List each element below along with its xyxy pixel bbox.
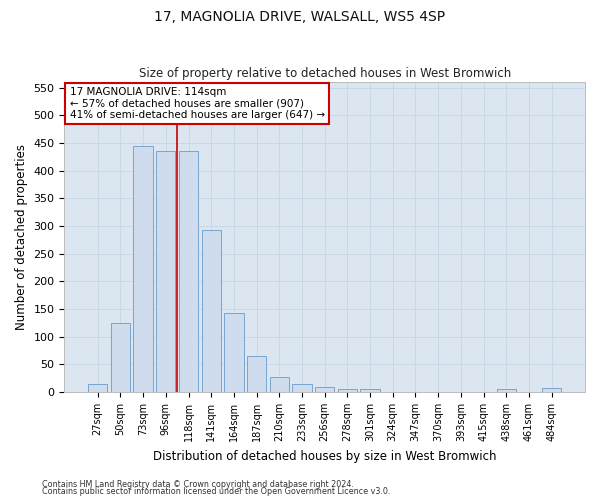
Text: 17, MAGNOLIA DRIVE, WALSALL, WS5 4SP: 17, MAGNOLIA DRIVE, WALSALL, WS5 4SP (154, 10, 446, 24)
Bar (338, 388, 357, 392)
Bar (111, 323, 130, 392)
Text: Contains public sector information licensed under the Open Government Licence v3: Contains public sector information licen… (42, 488, 391, 496)
Text: Contains HM Land Registry data © Crown copyright and database right 2024.: Contains HM Land Registry data © Crown c… (42, 480, 354, 489)
Bar (88, 384, 107, 392)
Bar (542, 388, 562, 392)
Bar (292, 384, 311, 392)
Bar (179, 152, 198, 392)
Text: 17 MAGNOLIA DRIVE: 114sqm
← 57% of detached houses are smaller (907)
41% of semi: 17 MAGNOLIA DRIVE: 114sqm ← 57% of detac… (70, 86, 325, 120)
X-axis label: Distribution of detached houses by size in West Bromwich: Distribution of detached houses by size … (153, 450, 496, 462)
Bar (224, 313, 244, 392)
Bar (361, 390, 380, 392)
Bar (202, 230, 221, 392)
Bar (247, 356, 266, 392)
Bar (315, 387, 334, 392)
Title: Size of property relative to detached houses in West Bromwich: Size of property relative to detached ho… (139, 66, 511, 80)
Bar (269, 376, 289, 392)
Bar (156, 152, 175, 392)
Bar (133, 146, 153, 392)
Bar (497, 390, 516, 392)
Y-axis label: Number of detached properties: Number of detached properties (15, 144, 28, 330)
